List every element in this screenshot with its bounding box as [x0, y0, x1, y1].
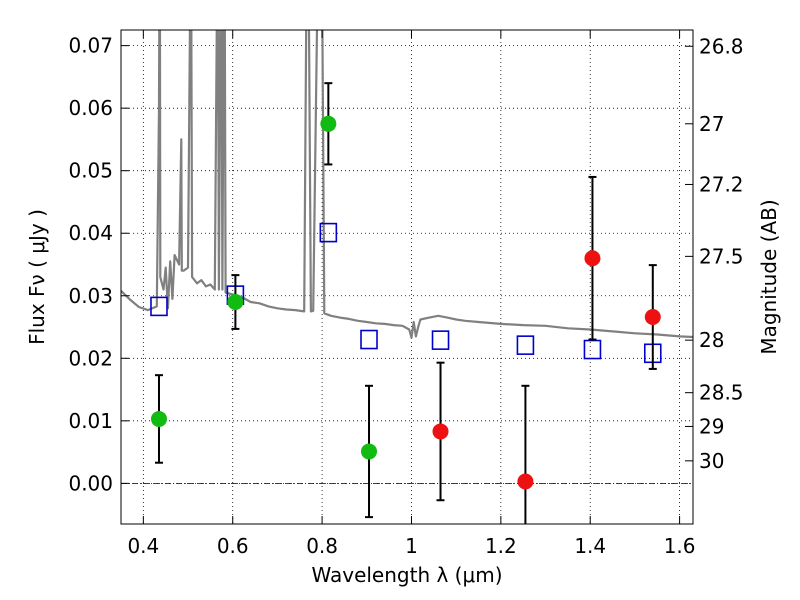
x-tick-label: 1: [405, 534, 418, 558]
x-tick-label: 0.4: [127, 534, 159, 558]
model-band-square: [583, 339, 602, 360]
right-tick-label: 28: [699, 328, 724, 352]
right-tick-label: 30: [699, 449, 724, 473]
y-tick-label: 0.06: [68, 96, 113, 120]
data-point: [432, 423, 449, 440]
model-band-square: [516, 335, 535, 355]
axis-layer: 0.4 0.6 0.8 1 1.2 1.4 1.6 0.00 0.01 0.02 0.03 0.04 0…: [68, 30, 744, 558]
y-tick-label: 0.02: [68, 346, 113, 370]
series-layer: [121, 30, 693, 524]
data-point: [320, 115, 337, 132]
x-tick-label: 1.6: [664, 534, 696, 558]
y-tick-label: 0.05: [68, 159, 113, 183]
data-point: [227, 294, 244, 311]
y-tick-label: 0.04: [68, 221, 113, 245]
model-band-square: [431, 330, 450, 350]
data-point: [361, 443, 378, 460]
right-tick-label: 29: [699, 414, 724, 438]
model-band-square: [150, 296, 168, 317]
x-axis-title: Wavelength λ (μm): [311, 563, 502, 587]
model-band-square: [360, 329, 378, 350]
x-tick-label: 1.4: [574, 534, 606, 558]
x-tick-label: 1.2: [485, 534, 517, 558]
right-tick-label: 27.2: [699, 172, 744, 196]
y-tick-label: 0.07: [68, 34, 113, 58]
y-axis-title-right: Magnitude (AB): [757, 199, 781, 354]
grid-layer: [121, 30, 693, 524]
right-tick-label: 27: [699, 112, 724, 136]
plot-frame: [120, 29, 694, 525]
data-point: [644, 309, 661, 326]
right-tick-label: 26.8: [699, 34, 744, 58]
x-tick-label: 0.8: [306, 534, 338, 558]
right-tick-label: 27.5: [699, 244, 744, 268]
data-point: [584, 250, 601, 267]
y-tick-label: 0.03: [68, 284, 113, 308]
right-tick-label: 28.5: [699, 381, 744, 405]
y-tick-label: 0.01: [68, 409, 113, 433]
y-tick-label: 0.00: [68, 471, 113, 495]
model-band-square: [319, 222, 338, 243]
x-tick-label: 0.6: [217, 534, 249, 558]
data-point: [150, 410, 167, 427]
spectrum-line: [121, 30, 693, 339]
y-axis-title-left: Flux Fν ( μJy ): [25, 209, 49, 345]
data-point: [517, 473, 534, 490]
